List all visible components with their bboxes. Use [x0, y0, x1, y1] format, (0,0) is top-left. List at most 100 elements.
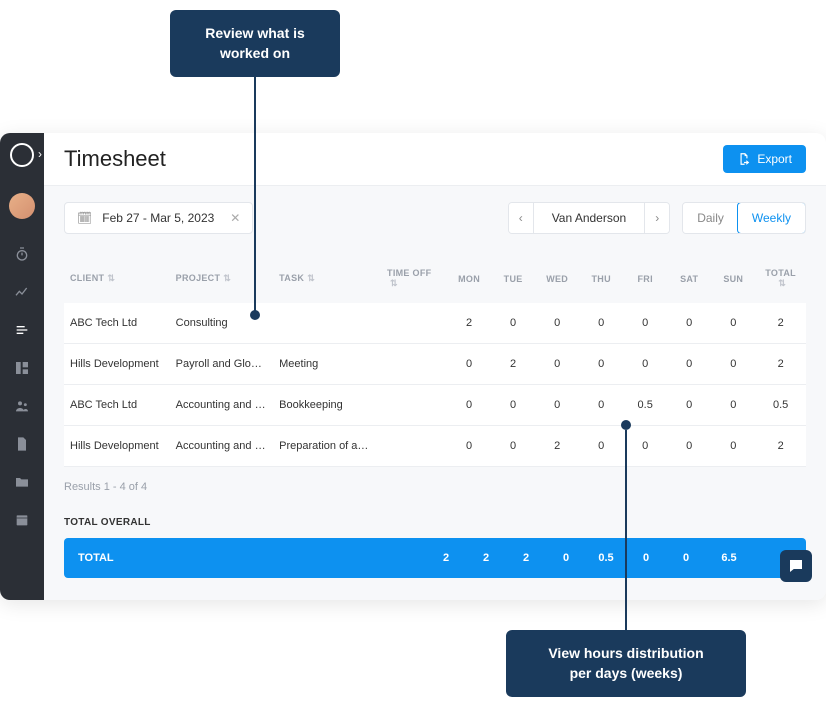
cell-day: 0 [711, 344, 755, 385]
next-person-button[interactable]: › [645, 203, 669, 233]
col-fri[interactable]: FRI [623, 258, 667, 303]
cell-row-total: 2 [755, 303, 806, 344]
cell-day: 0.5 [623, 385, 667, 426]
sort-icon: ⇅ [390, 278, 398, 289]
col-client[interactable]: CLIENT⇅ [64, 258, 170, 303]
total-grand: 6.5 [706, 552, 752, 564]
cell-day: 0 [491, 385, 535, 426]
cell-day: 0 [579, 385, 623, 426]
cell-timeoff [381, 344, 447, 385]
page-title: Timesheet [64, 146, 166, 172]
col-task[interactable]: TASK⇅ [273, 258, 381, 303]
app-window: Timesheet Export 🗓 Feb 27 - Mar 5, 2023 … [0, 133, 826, 600]
cell-client: ABC Tech Ltd [64, 385, 170, 426]
stopwatch-icon[interactable] [13, 245, 31, 263]
cell-timeoff [381, 385, 447, 426]
team-icon[interactable] [13, 397, 31, 415]
cell-day: 0 [711, 385, 755, 426]
callout-top-text: Review what isworked on [205, 25, 305, 61]
dashboard-icon[interactable] [13, 359, 31, 377]
cell-day: 0 [623, 303, 667, 344]
sort-icon: ⇅ [307, 273, 315, 284]
cell-day: 2 [535, 426, 579, 467]
app-logo[interactable] [10, 143, 34, 167]
export-label: Export [757, 152, 792, 166]
cell-task: Bookkeeping [273, 385, 381, 426]
cell-row-total: 0.5 [755, 385, 806, 426]
daily-toggle[interactable]: Daily [683, 203, 738, 233]
table-row[interactable]: ABC Tech LtdAccounting and …Bookkeeping0… [64, 385, 806, 426]
col-project[interactable]: PROJECT⇅ [170, 258, 273, 303]
col-sat[interactable]: SAT [667, 258, 711, 303]
export-icon [737, 152, 751, 166]
col-tue[interactable]: TUE [491, 258, 535, 303]
prev-person-button[interactable]: ‹ [509, 203, 533, 233]
callout-top-line [254, 72, 256, 312]
cell-task: Preparation of a… [273, 426, 381, 467]
cell-client: ABC Tech Ltd [64, 303, 170, 344]
folder-icon[interactable] [13, 473, 31, 491]
col-wed[interactable]: WED [535, 258, 579, 303]
chat-widget[interactable] [780, 550, 812, 582]
total-fri: 0.5 [586, 552, 626, 564]
person-name[interactable]: Van Anderson [533, 203, 646, 233]
col-mon[interactable]: MON [447, 258, 491, 303]
total-label: TOTAL [78, 552, 174, 564]
total-sun: 0 [666, 552, 706, 564]
table-body: ABC Tech LtdConsulting20000002Hills Deve… [64, 303, 806, 467]
sidebar [0, 133, 44, 600]
total-thu: 0 [546, 552, 586, 564]
chat-icon [787, 557, 805, 575]
cell-task [273, 303, 381, 344]
cell-row-total: 2 [755, 344, 806, 385]
cell-day: 2 [491, 344, 535, 385]
cell-day: 0 [447, 426, 491, 467]
callout-bottom-dot [621, 420, 631, 430]
cell-day: 0 [667, 426, 711, 467]
table-row[interactable]: Hills DevelopmentPayroll and Glob…Meetin… [64, 344, 806, 385]
clear-date-icon[interactable]: ✕ [230, 211, 240, 225]
timesheet-icon[interactable] [13, 321, 31, 339]
cell-day: 0 [579, 303, 623, 344]
date-range-text: Feb 27 - Mar 5, 2023 [102, 211, 214, 225]
callout-bottom: View hours distributionper days (weeks) [506, 630, 746, 697]
cell-day: 0 [711, 426, 755, 467]
cell-client: Hills Development [64, 344, 170, 385]
callout-bottom-text: View hours distributionper days (weeks) [548, 645, 703, 681]
export-button[interactable]: Export [723, 145, 806, 173]
col-timeoff[interactable]: TIME OFF⇅ [381, 258, 447, 303]
weekly-toggle[interactable]: Weekly [737, 202, 806, 234]
callout-top-dot [250, 310, 260, 320]
col-total[interactable]: TOTAL⇅ [755, 258, 806, 303]
sort-icon: ⇅ [107, 273, 115, 284]
calendar-icon[interactable] [13, 511, 31, 529]
cell-day: 0 [623, 426, 667, 467]
cell-day: 0 [535, 344, 579, 385]
user-avatar[interactable] [9, 193, 35, 219]
date-range-picker[interactable]: 🗓 Feb 27 - Mar 5, 2023 ✕ [64, 202, 253, 234]
topbar: Timesheet Export [44, 133, 826, 186]
cell-task: Meeting [273, 344, 381, 385]
total-sat: 0 [626, 552, 666, 564]
document-icon[interactable] [13, 435, 31, 453]
col-sun[interactable]: SUN [711, 258, 755, 303]
cell-day: 0 [491, 303, 535, 344]
total-wed: 2 [506, 552, 546, 564]
total-tue: 2 [466, 552, 506, 564]
table-row[interactable]: ABC Tech LtdConsulting20000002 [64, 303, 806, 344]
table-row[interactable]: Hills DevelopmentAccounting and …Prepara… [64, 426, 806, 467]
cell-day: 0 [579, 426, 623, 467]
timesheet-table: CLIENT⇅ PROJECT⇅ TASK⇅ TIME OFF⇅ MON TUE… [64, 258, 806, 467]
cell-day: 0 [447, 344, 491, 385]
analytics-icon[interactable] [13, 283, 31, 301]
controls-row: 🗓 Feb 27 - Mar 5, 2023 ✕ ‹ Van Anderson … [64, 202, 806, 234]
col-thu[interactable]: THU [579, 258, 623, 303]
results-count: Results 1 - 4 of 4 [64, 481, 806, 493]
total-mon: 2 [426, 552, 466, 564]
cell-day: 0 [667, 385, 711, 426]
callout-top: Review what isworked on [170, 10, 340, 77]
view-toggle: Daily Weekly [682, 202, 806, 234]
total-row: TOTAL 2 2 2 0 0.5 0 0 6.5 [64, 538, 806, 578]
sort-icon: ⇅ [223, 273, 231, 284]
cell-project: Payroll and Glob… [170, 344, 273, 385]
